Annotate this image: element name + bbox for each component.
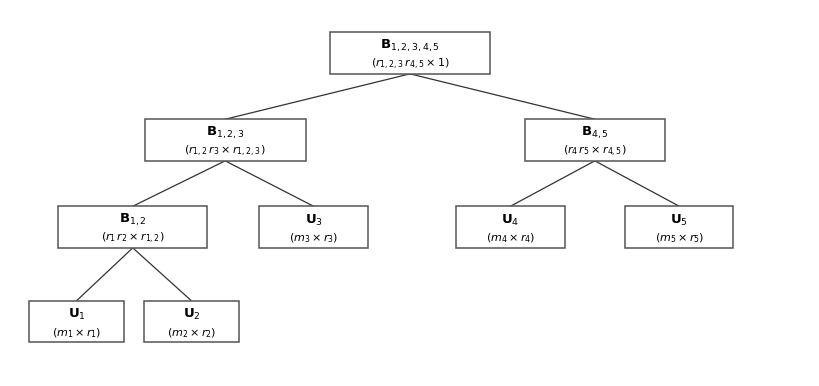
FancyBboxPatch shape <box>329 32 490 74</box>
Text: $(r_1\,r_2 \times r_{1,2})$: $(r_1\,r_2 \times r_{1,2})$ <box>101 231 165 246</box>
Text: $\mathbf{B}_{1,2,3}$: $\mathbf{B}_{1,2,3}$ <box>206 125 244 141</box>
Text: $(m_2 \times r_2)$: $(m_2 \times r_2)$ <box>166 326 216 340</box>
Text: $(r_4\,r_5 \times r_{4,5})$: $(r_4\,r_5 \times r_{4,5})$ <box>563 144 626 159</box>
FancyBboxPatch shape <box>144 301 238 342</box>
Text: $(m_5 \times r_5)$: $(m_5 \times r_5)$ <box>654 232 703 245</box>
FancyBboxPatch shape <box>524 119 664 161</box>
Text: $(m_3 \times r_3)$: $(m_3 \times r_3)$ <box>288 232 337 245</box>
Text: $(m_4 \times r_4)$: $(m_4 \times r_4)$ <box>485 232 535 245</box>
FancyBboxPatch shape <box>259 206 368 248</box>
Text: $\mathbf{U}_{4}$: $\mathbf{U}_{4}$ <box>500 213 519 228</box>
Text: $\mathbf{B}_{1,2}$: $\mathbf{B}_{1,2}$ <box>119 212 147 229</box>
Text: $\mathbf{U}_{5}$: $\mathbf{U}_{5}$ <box>669 213 687 228</box>
Text: $\mathbf{U}_{2}$: $\mathbf{U}_{2}$ <box>183 307 200 322</box>
FancyBboxPatch shape <box>29 301 124 342</box>
Text: $(r_{1,2}\,r_3 \times r_{1,2,3})$: $(r_{1,2}\,r_3 \times r_{1,2,3})$ <box>184 144 265 159</box>
Text: $\mathbf{U}_{1}$: $\mathbf{U}_{1}$ <box>67 307 85 322</box>
Text: $\mathbf{B}_{4,5}$: $\mathbf{B}_{4,5}$ <box>580 125 608 141</box>
FancyBboxPatch shape <box>58 206 207 248</box>
Text: $\mathbf{B}_{1,2,3,4,5}$: $\mathbf{B}_{1,2,3,4,5}$ <box>380 38 439 54</box>
FancyBboxPatch shape <box>145 119 305 161</box>
Text: $(r_{1,2,3}\,r_{4,5} \times 1)$: $(r_{1,2,3}\,r_{4,5} \times 1)$ <box>370 57 449 72</box>
Text: $(m_1 \times r_1)$: $(m_1 \times r_1)$ <box>52 326 101 340</box>
Text: $\mathbf{U}_{3}$: $\mathbf{U}_{3}$ <box>304 213 322 228</box>
FancyBboxPatch shape <box>455 206 564 248</box>
FancyBboxPatch shape <box>624 206 732 248</box>
